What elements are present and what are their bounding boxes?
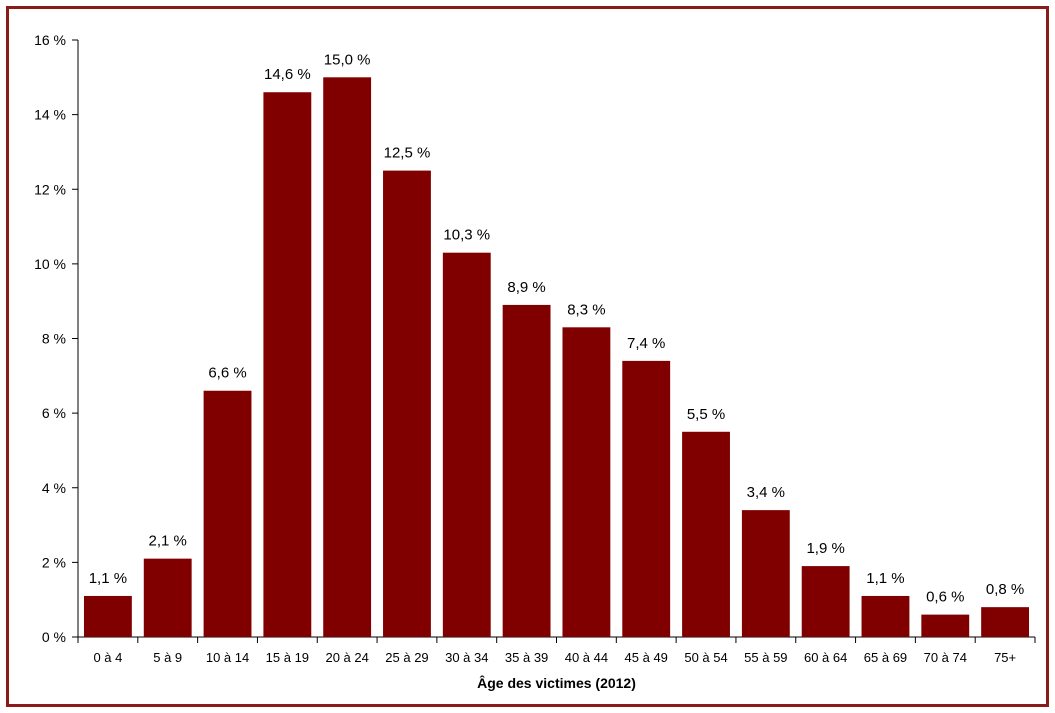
category-label: 60 à 64 xyxy=(804,650,847,665)
data-label: 14,6 % xyxy=(264,66,311,83)
category-label: 75+ xyxy=(994,650,1016,665)
bar xyxy=(263,92,312,638)
category-label: 50 à 54 xyxy=(684,650,727,665)
data-label: 1,1 % xyxy=(89,570,127,587)
bar xyxy=(981,607,1030,637)
category-label: 0 à 4 xyxy=(93,650,122,665)
data-label: 3,4 % xyxy=(747,484,785,501)
data-label: 5,5 % xyxy=(687,406,725,423)
category-label: 35 à 39 xyxy=(505,650,548,665)
bar xyxy=(801,566,850,637)
data-label: 12,5 % xyxy=(384,145,431,162)
category-label: 70 à 74 xyxy=(924,650,967,665)
bar xyxy=(383,170,431,637)
bar xyxy=(921,614,970,637)
data-label: 2,1 % xyxy=(149,533,187,550)
data-label: 0,8 % xyxy=(986,581,1024,598)
y-tick-label: 2 % xyxy=(42,554,66,570)
bar xyxy=(741,510,790,637)
data-label: 0,6 % xyxy=(926,589,964,606)
y-tick-label: 14 % xyxy=(34,107,66,123)
bar xyxy=(502,304,551,637)
y-tick-label: 6 % xyxy=(42,405,66,421)
y-tick-label: 8 % xyxy=(42,331,66,347)
y-tick-label: 4 % xyxy=(42,480,66,496)
data-label: 8,3 % xyxy=(567,301,605,318)
y-tick-label: 10 % xyxy=(34,256,66,272)
category-label: 5 à 9 xyxy=(153,650,182,665)
bar xyxy=(682,431,730,637)
data-label: 1,9 % xyxy=(806,540,844,557)
category-label: 15 à 19 xyxy=(266,650,309,665)
bar xyxy=(143,558,192,637)
category-label: 25 à 29 xyxy=(385,650,428,665)
bar xyxy=(562,327,611,637)
data-label: 7,4 % xyxy=(627,335,665,352)
data-label: 10,3 % xyxy=(443,227,490,244)
category-label: 40 à 44 xyxy=(565,650,608,665)
bar xyxy=(83,595,132,637)
bar xyxy=(622,360,671,637)
category-label: 55 à 59 xyxy=(744,650,787,665)
data-label: 15,0 % xyxy=(324,51,371,68)
y-tick-label: 12 % xyxy=(34,181,66,197)
y-tick-label: 16 % xyxy=(34,32,66,48)
bar xyxy=(861,595,910,637)
data-label: 6,6 % xyxy=(208,365,246,382)
bar xyxy=(203,390,252,637)
bar xyxy=(442,252,491,637)
category-label: 65 à 69 xyxy=(864,650,907,665)
category-label: 20 à 24 xyxy=(325,650,368,665)
category-label: 30 à 34 xyxy=(445,650,488,665)
x-axis-title: Âge des victimes (2012) xyxy=(477,674,636,691)
category-label: 10 à 14 xyxy=(206,650,249,665)
data-label: 8,9 % xyxy=(507,279,545,296)
data-label: 1,1 % xyxy=(866,570,904,587)
category-label: 45 à 49 xyxy=(625,650,668,665)
bar xyxy=(323,77,372,637)
y-tick-label: 0 % xyxy=(42,629,66,645)
